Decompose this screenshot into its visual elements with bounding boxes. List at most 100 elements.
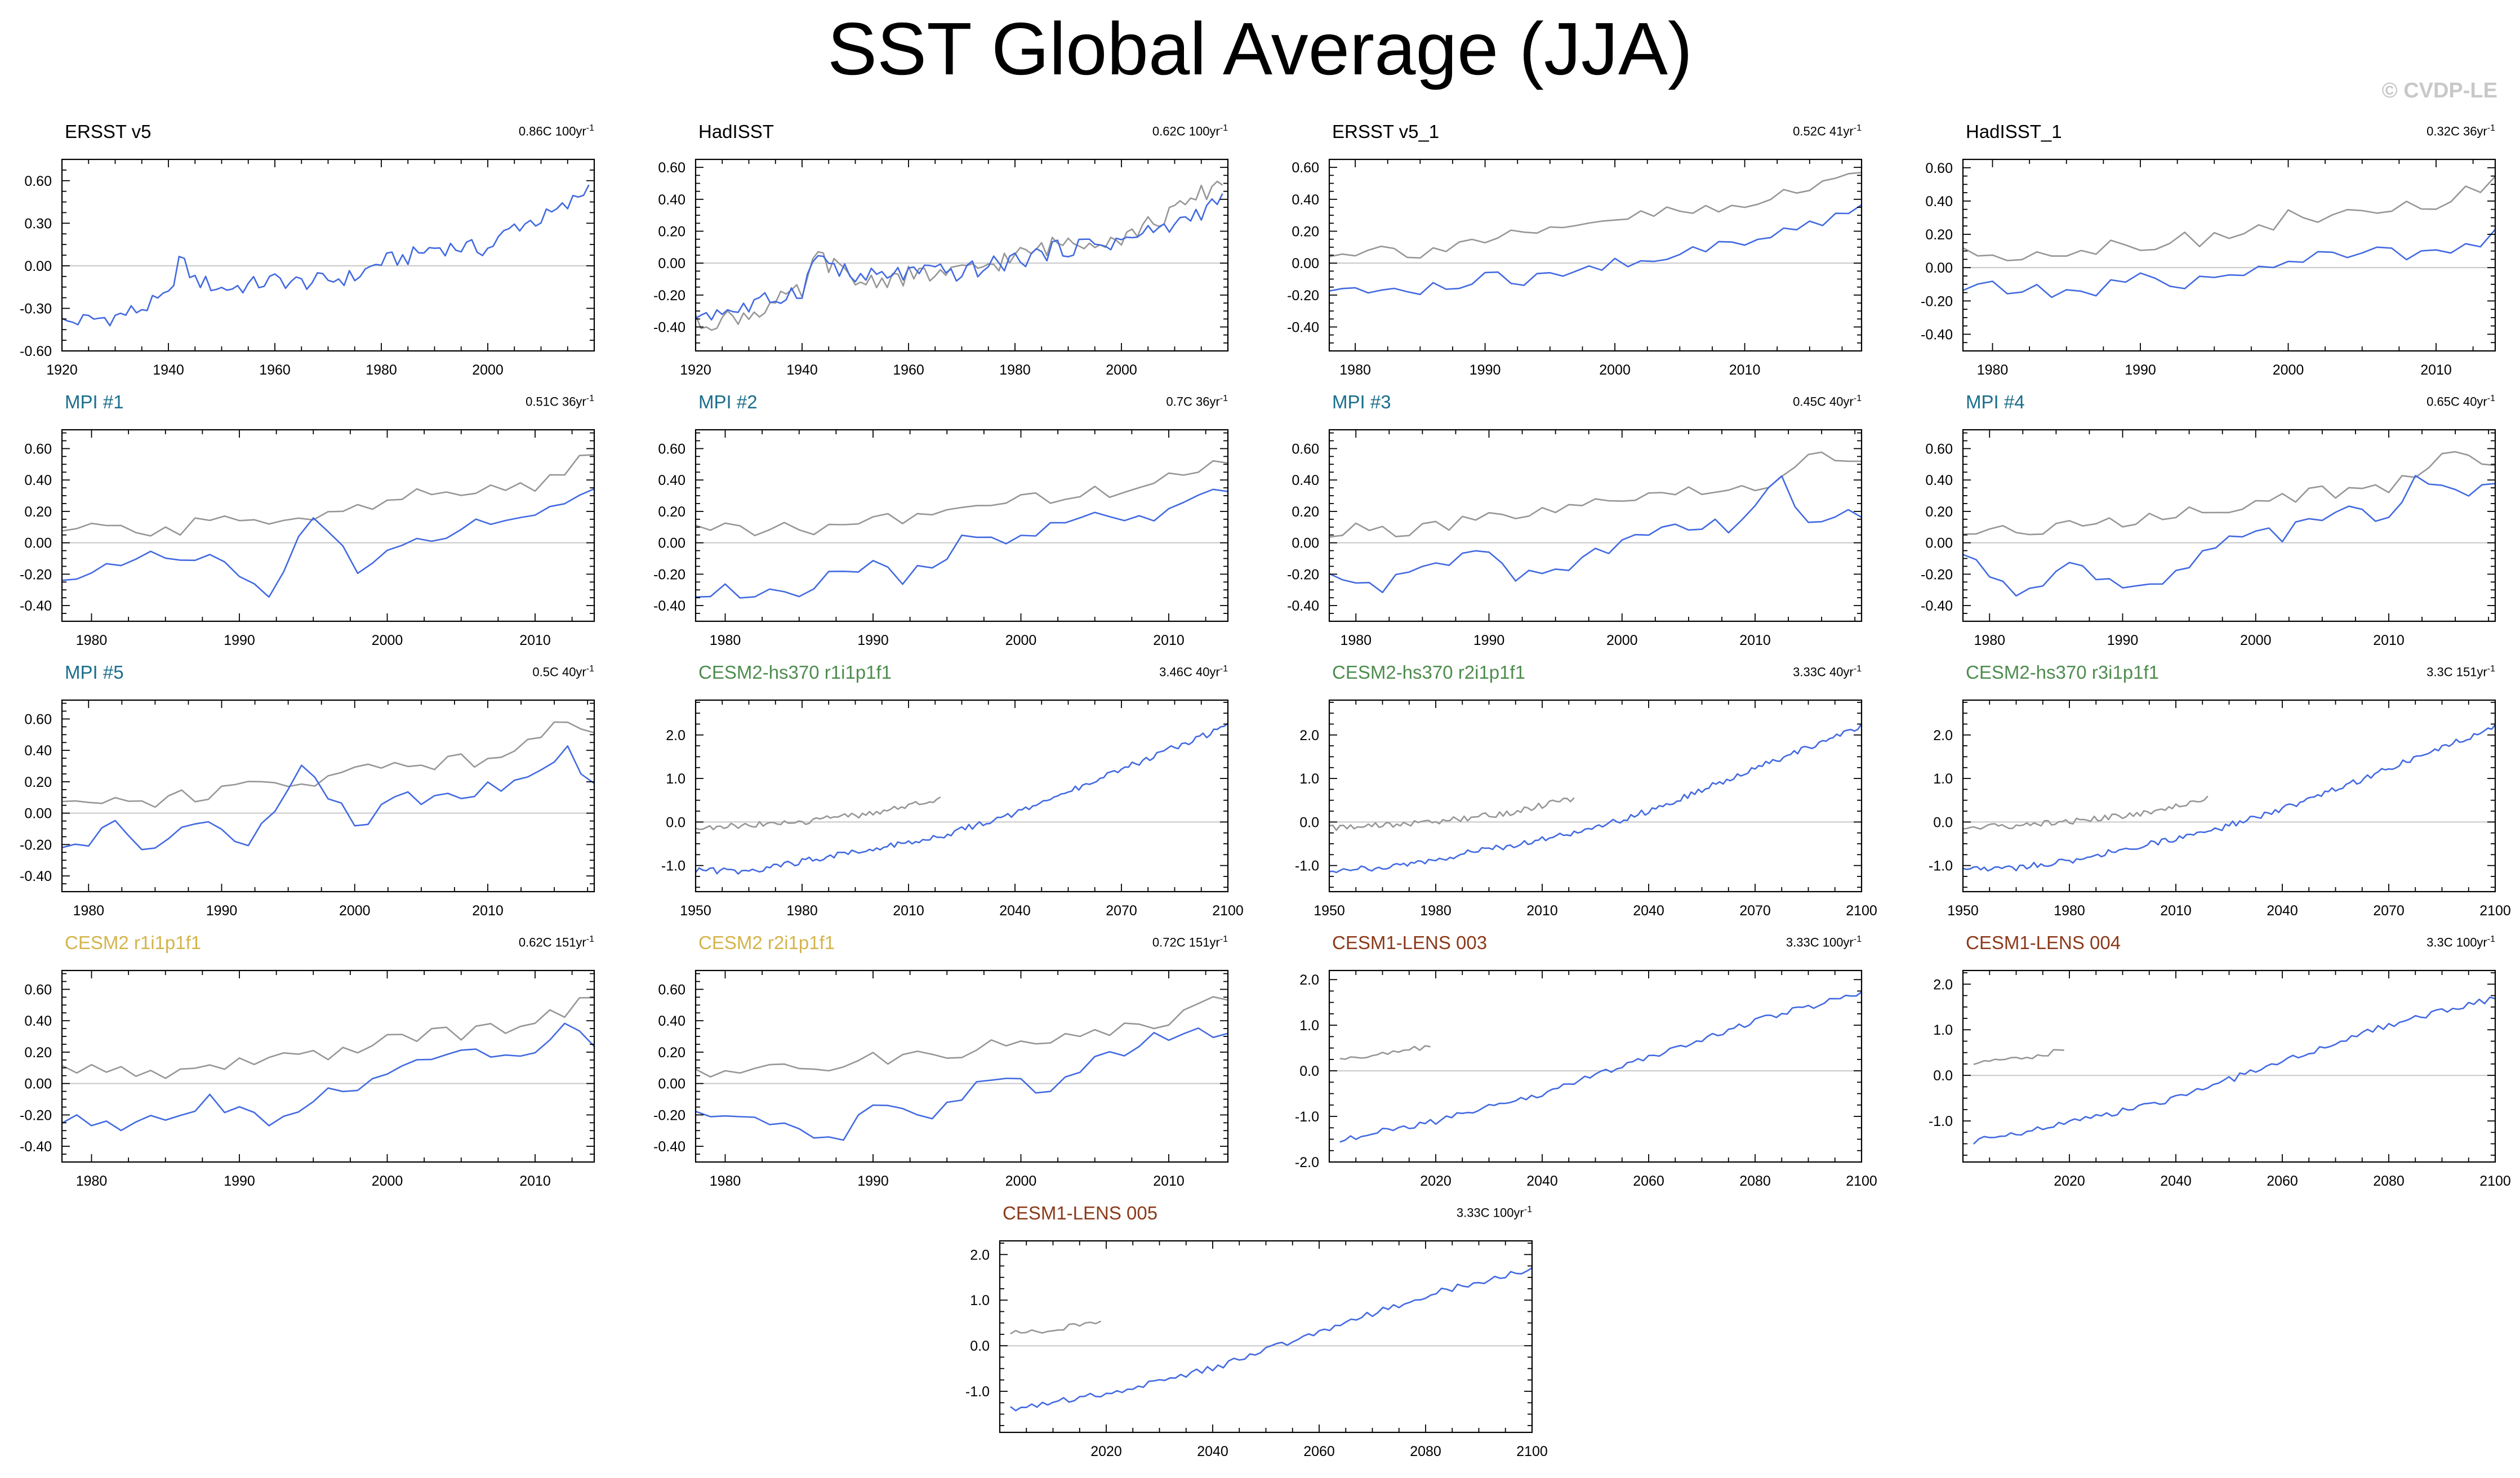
y-tick-label: -0.40 (20, 869, 52, 884)
y-tick-label: 0.20 (658, 224, 685, 240)
y-tick-label: 0.60 (658, 982, 685, 998)
x-tick-label: 1980 (73, 903, 104, 919)
x-tick-label: 2000 (2240, 633, 2272, 648)
x-tick-label: 2080 (1410, 1444, 1441, 1459)
y-tick-label: 0.40 (24, 743, 52, 759)
chart-panel: CESM2-hs370 r2i1p1f1 3.33C 40yr-1 1950 1980… (1279, 662, 1877, 927)
y-tick-label: 0.60 (24, 711, 52, 727)
plot-frame (694, 158, 1229, 352)
plot-frame (999, 1240, 1533, 1434)
x-tick-label: 2100 (1846, 903, 1877, 919)
model-series-line (1962, 229, 2496, 299)
x-tick-label: 2100 (1846, 1173, 1877, 1189)
y-tick-label: -1.0 (661, 858, 685, 874)
x-tick-label: 1950 (1314, 903, 1345, 919)
plot-frame (694, 429, 1229, 622)
x-tick-label: 2010 (519, 1173, 551, 1189)
y-tick-label: 0.20 (1925, 504, 1953, 520)
x-tick-label: 2100 (2479, 903, 2511, 919)
y-tick-label: 2.0 (1933, 728, 1953, 744)
x-tick-label: 1990 (2107, 633, 2139, 648)
copyright-notice: © CVDP-LE (2381, 79, 2497, 103)
panel-title: ERSST v5 (65, 121, 152, 142)
plot-frame (1328, 158, 1863, 352)
y-tick-label: 0.00 (1292, 536, 1319, 551)
y-tick-label: 0.40 (24, 1013, 52, 1029)
obs-series-line (1962, 795, 2209, 830)
obs-series-line (61, 996, 595, 1079)
x-tick-label: 2060 (1633, 1173, 1664, 1189)
y-tick-label: -0.40 (1921, 327, 1953, 342)
x-tick-label: 2020 (1420, 1173, 1452, 1189)
panel-title: HadISST_1 (1966, 121, 2062, 142)
obs-series-line (1962, 176, 2496, 261)
obs-series-line (1329, 797, 1575, 831)
y-tick-label: 0.40 (1292, 192, 1319, 208)
x-tick-label: 1980 (999, 362, 1031, 378)
y-tick-label: 0.60 (1925, 441, 1953, 457)
chart-panel: CESM1-LENS 004 3.3C 100yr-1 2020 2040 2060 20… (1912, 932, 2511, 1197)
model-series-line (1962, 724, 2496, 872)
y-tick-label: 0.40 (658, 192, 685, 208)
chart-panel: CESM2-hs370 r3i1p1f1 3.3C 151yr-1 1950 1980… (1912, 662, 2511, 927)
trend-label: 0.72C 151yr-1 (1152, 934, 1228, 950)
x-tick-label: 1950 (1947, 903, 1979, 919)
page-title: SST Global Average (JJA) (827, 7, 1693, 90)
panel-title: CESM1-LENS 005 (1003, 1203, 1158, 1223)
y-tick-label: -0.20 (653, 567, 685, 582)
x-tick-label: 1960 (893, 362, 924, 378)
y-tick-label: 0.00 (24, 806, 52, 822)
x-tick-label: 1980 (76, 1173, 108, 1189)
y-tick-label: 1.0 (1299, 771, 1319, 787)
y-tick-label: 0.00 (658, 1076, 685, 1092)
model-series-line (694, 723, 1228, 875)
x-tick-label: 1990 (857, 633, 889, 648)
model-series-line (1329, 204, 1862, 295)
y-tick-label: -0.20 (20, 837, 52, 853)
panel-title: CESM1-LENS 003 (1332, 932, 1488, 953)
y-tick-label: 0.0 (1933, 1068, 1953, 1084)
y-tick-label: -0.40 (653, 1139, 685, 1155)
model-series-line (1010, 1267, 1533, 1412)
x-tick-label: 2000 (472, 362, 504, 378)
y-tick-label: 0.60 (24, 441, 52, 457)
x-tick-label: 2010 (519, 633, 551, 648)
obs-series-line (61, 721, 595, 808)
obs-series-line (695, 996, 1228, 1078)
chart-panel: MPI #5 0.5C 40yr-1 1980 1990 2000 2010 -0.40 -0… (11, 662, 603, 927)
y-tick-label: 0.20 (658, 1045, 685, 1061)
y-tick-label: -0.30 (20, 301, 52, 317)
x-tick-label: 1980 (786, 903, 818, 919)
obs-series-line (1339, 1045, 1431, 1060)
trend-label: 3.3C 151yr-1 (2426, 664, 2495, 679)
y-tick-label: -0.40 (653, 320, 685, 336)
chart-panel: ERSST v5_1 0.52C 41yr-1 1980 1990 2000 2010 -0… (1279, 121, 1870, 386)
trend-label: 3.33C 40yr-1 (1793, 664, 1862, 679)
trend-label: 3.33C 100yr-1 (1456, 1205, 1532, 1220)
model-series-line (1329, 723, 1863, 874)
y-tick-label: -1.0 (965, 1384, 990, 1400)
plot-frame (1962, 969, 2496, 1163)
y-tick-label: 0.40 (24, 473, 52, 488)
model-series-line (695, 488, 1228, 599)
chart-panel: ERSST v5 0.86C 100yr-1 1920 1940 1960 1980 200… (11, 121, 603, 386)
panel-title: CESM2 r2i1p1f1 (698, 932, 835, 953)
line-chart: 1980 1990 2000 2010 -0.40 -0.20 0.00 0.20 0.40 0.… (653, 429, 1229, 648)
x-tick-label: 2070 (2373, 903, 2405, 919)
y-tick-label: 1.0 (1933, 771, 1953, 787)
y-tick-label: 2.0 (1933, 977, 1953, 992)
y-tick-label: 0.40 (1292, 473, 1319, 488)
x-tick-label: 1980 (1420, 903, 1452, 919)
y-tick-label: 0.0 (1299, 1063, 1319, 1079)
x-tick-label: 2080 (1739, 1173, 1771, 1189)
y-tick-label: -2.0 (1295, 1155, 1319, 1170)
y-tick-label: 0.00 (658, 536, 685, 551)
y-tick-label: -0.40 (1921, 598, 1953, 614)
obs-series-line (694, 180, 1223, 331)
y-tick-label: -0.20 (1287, 567, 1319, 582)
x-tick-label: 1960 (259, 362, 291, 378)
line-chart: 2020 2040 2060 2080 2100 -1.0 0.0 1.0 2.0 (965, 1240, 1548, 1459)
plot-frame (1328, 429, 1863, 622)
obs-series-line (1329, 451, 1862, 538)
